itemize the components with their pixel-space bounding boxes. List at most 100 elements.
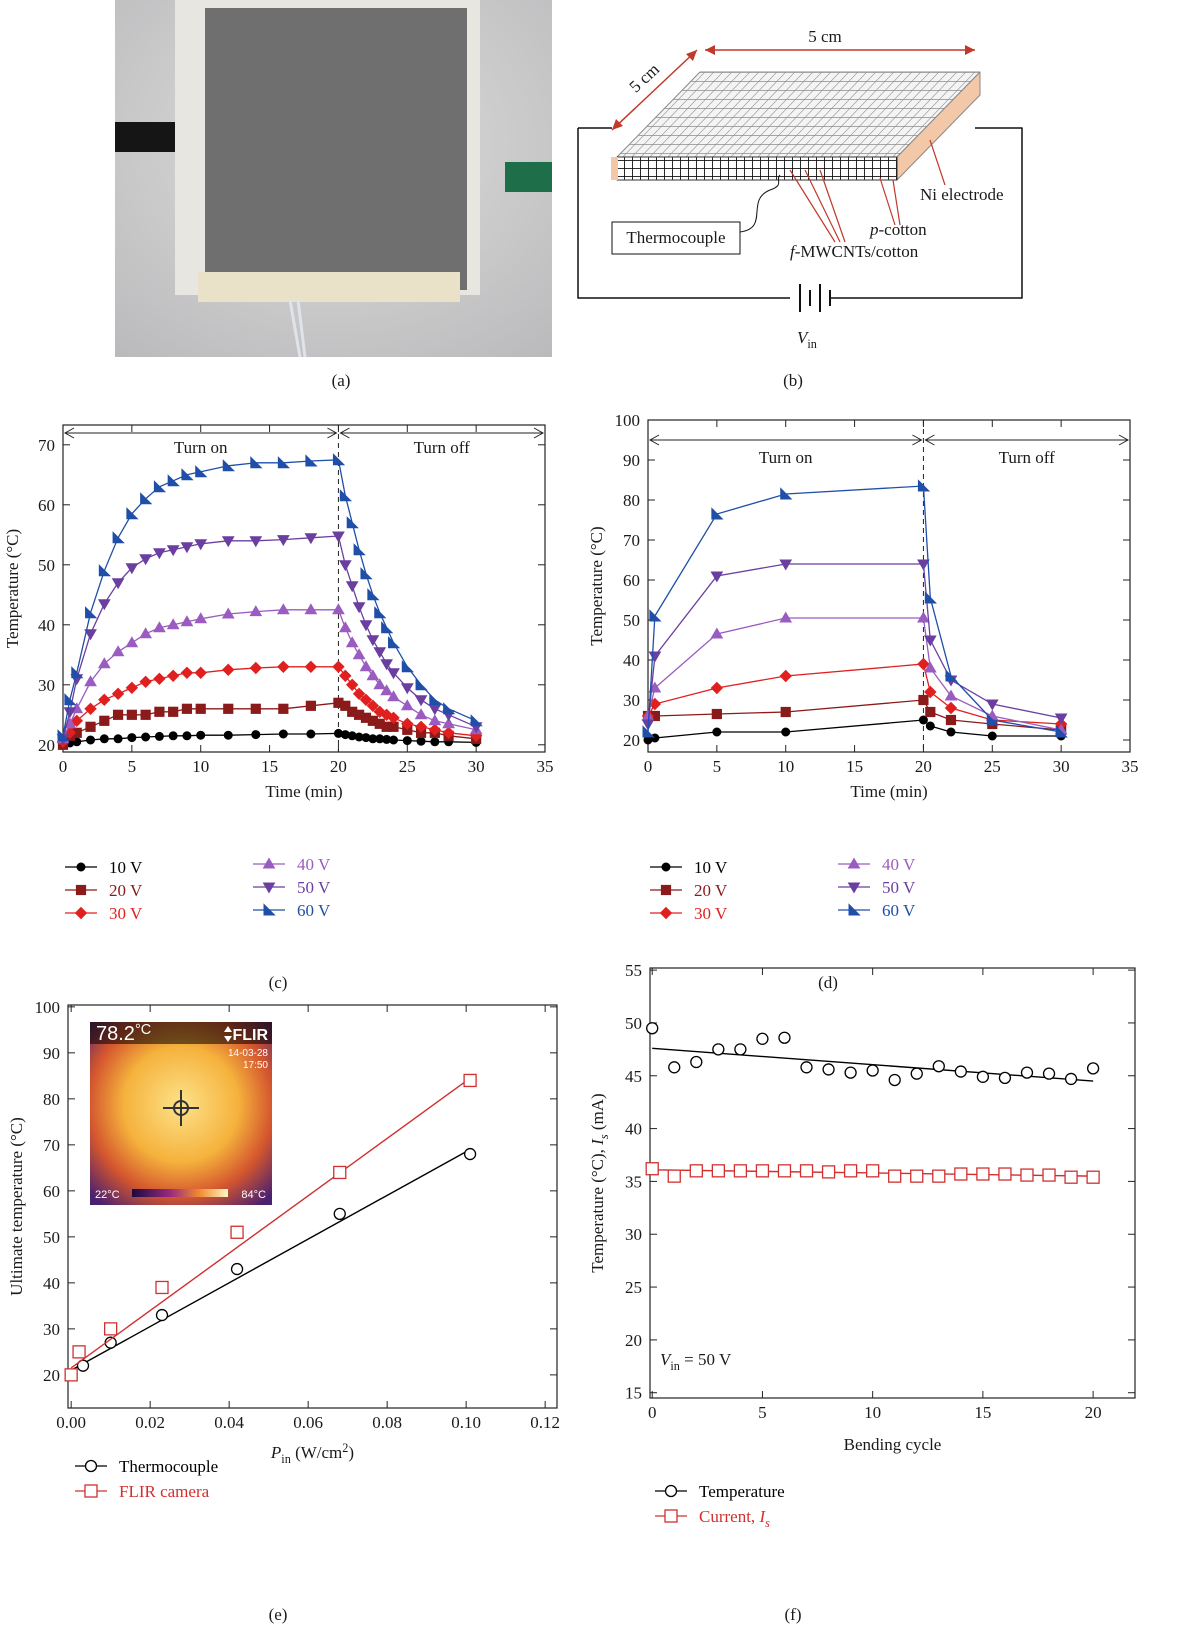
text-part: P (270, 1443, 281, 1462)
photo (115, 0, 552, 357)
marker (156, 1281, 168, 1293)
marker (307, 730, 315, 738)
x-tick-label: 0.04 (214, 1413, 244, 1432)
marker (713, 1044, 724, 1055)
marker (168, 475, 179, 486)
marker (250, 537, 261, 547)
marker (224, 731, 232, 739)
x-tick-label: 0.08 (372, 1413, 402, 1432)
marker (918, 613, 929, 623)
marker (390, 736, 398, 744)
marker (360, 621, 371, 631)
marker (933, 1170, 945, 1182)
series-line (648, 720, 1061, 740)
marker (340, 622, 351, 632)
width-label: 5 cm (808, 27, 842, 46)
marker (1087, 1171, 1099, 1183)
y-tick-label: 45 (625, 1067, 642, 1086)
x-axis-label: Pin (W/cm2) (270, 1441, 354, 1466)
marker (361, 568, 372, 579)
legend-marker (264, 883, 275, 893)
span-arrow (650, 435, 921, 445)
x-tick-label: 0 (648, 1403, 657, 1422)
marker (382, 622, 393, 633)
legend-label: 60 V (297, 901, 331, 920)
x-tick-label: 25 (399, 757, 416, 776)
marker (340, 561, 351, 571)
p-cotton-label: p-cotton (869, 220, 927, 239)
legend-marker (264, 859, 275, 869)
x-tick-label: 0 (644, 757, 653, 776)
y-tick-label: 80 (43, 1090, 60, 1109)
text-part: °C (135, 1022, 151, 1038)
legend-label: 20 V (109, 881, 143, 900)
marker (911, 1170, 923, 1182)
legend-marker (665, 1510, 677, 1522)
marker (334, 1208, 345, 1219)
x-axis-label: Time (min) (265, 782, 342, 801)
plot-frame (63, 425, 545, 752)
marker (867, 1065, 878, 1076)
legend-marker (86, 1461, 97, 1472)
marker (354, 603, 365, 613)
y-tick-label: 20 (625, 1331, 642, 1350)
marker (354, 544, 365, 555)
text-part: in (281, 1452, 291, 1466)
x-tick-label: 10 (864, 1403, 881, 1422)
marker (65, 1369, 77, 1381)
x-tick-label: 15 (846, 757, 863, 776)
x-tick-label: 30 (468, 757, 485, 776)
marker (154, 549, 165, 559)
marker (128, 734, 136, 742)
y-tick-label: 40 (623, 651, 640, 670)
marker (977, 1071, 988, 1082)
marker (155, 707, 164, 716)
y-axis-label: Ultimate temperature (°C) (7, 1117, 26, 1296)
x-tick-label: 30 (1053, 757, 1070, 776)
text-part: s (765, 1516, 770, 1530)
marker (778, 1165, 790, 1177)
marker (127, 710, 136, 719)
annotation: Turn on (174, 438, 228, 457)
marker (113, 646, 124, 656)
series-line (63, 610, 476, 739)
marker (347, 679, 358, 690)
text-part: (W/cm (291, 1443, 342, 1462)
marker (780, 671, 791, 682)
y-tick-label: 100 (35, 998, 61, 1017)
series-line (648, 486, 1061, 732)
marker (279, 704, 288, 713)
annotation: Vin = 50 V (660, 1350, 732, 1373)
x-tick-label: 15 (261, 757, 278, 776)
x-tick-label: 10 (192, 757, 209, 776)
marker (734, 1165, 746, 1177)
caption: (d) (818, 973, 838, 992)
marker (955, 1066, 966, 1077)
marker (86, 722, 95, 731)
y-tick-label: 50 (38, 556, 55, 575)
marker (416, 696, 427, 706)
marker (402, 661, 413, 672)
text-part: Current, (699, 1507, 759, 1526)
y-tick-label: 60 (38, 496, 55, 515)
marker (154, 673, 165, 684)
y-tick-label: 20 (43, 1366, 60, 1385)
marker (946, 715, 955, 724)
marker (168, 670, 179, 681)
text-part: in (807, 337, 817, 351)
legend-label: 10 V (109, 858, 143, 877)
marker (354, 649, 365, 659)
x-tick-label: 25 (984, 757, 1001, 776)
marker (278, 661, 289, 672)
legend-label: 20 V (694, 881, 728, 900)
marker (919, 695, 928, 704)
series-line (63, 733, 476, 744)
marker (416, 679, 427, 690)
marker (417, 737, 425, 745)
marker (197, 731, 205, 739)
marker (333, 661, 344, 672)
legend-marker (76, 885, 85, 894)
marker (999, 1072, 1010, 1083)
inset-time: 17:50 (243, 1060, 268, 1071)
marker (669, 1062, 680, 1073)
